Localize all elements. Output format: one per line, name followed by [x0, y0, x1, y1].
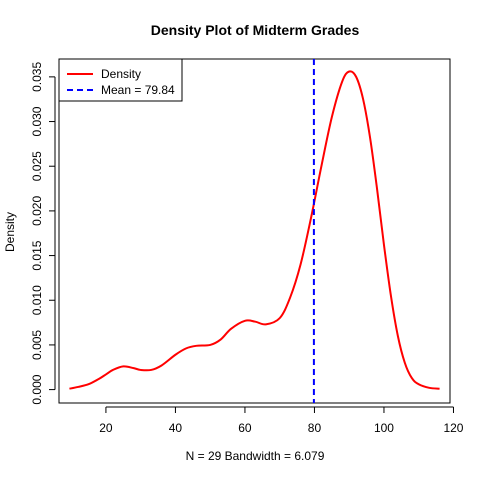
density-curve — [69, 70, 440, 390]
y-tick-label: 0.005 — [30, 330, 44, 360]
x-tick-label: 100 — [374, 421, 394, 435]
y-tick-label: 0.030 — [30, 106, 44, 136]
legend-mean-label: Mean = 79.84 — [101, 83, 175, 97]
y-tick-label: 0.010 — [30, 285, 44, 315]
y-tick-label: 0.000 — [30, 374, 44, 404]
legend: Density Mean = 79.84 — [58, 58, 183, 102]
x-tick-label: 60 — [238, 421, 252, 435]
x-tick-label: 120 — [443, 421, 463, 435]
y-axis-label: Density — [3, 212, 17, 252]
x-tick-label: 20 — [99, 421, 113, 435]
y-tick-label: 0.015 — [30, 240, 44, 270]
x-axis-label: N = 29 Bandwidth = 6.079 — [186, 449, 325, 463]
series-layer — [69, 59, 440, 403]
y-axis: 0.000 0.005 0.010 0.015 0.020 0.025 0.030 0.035 — [30, 62, 56, 405]
legend-box — [58, 58, 183, 102]
chart-title: Density Plot of Midterm Grades — [151, 22, 360, 38]
y-tick-label: 0.025 — [30, 151, 44, 181]
x-tick-label: 40 — [169, 421, 183, 435]
x-tick-label: 80 — [308, 421, 322, 435]
legend-density-label: Density — [101, 67, 141, 81]
x-axis: 20 40 60 80 100 120 — [99, 406, 464, 435]
plot-area-border — [58, 58, 451, 404]
y-tick-label: 0.035 — [30, 62, 44, 92]
y-tick-label: 0.020 — [30, 196, 44, 226]
